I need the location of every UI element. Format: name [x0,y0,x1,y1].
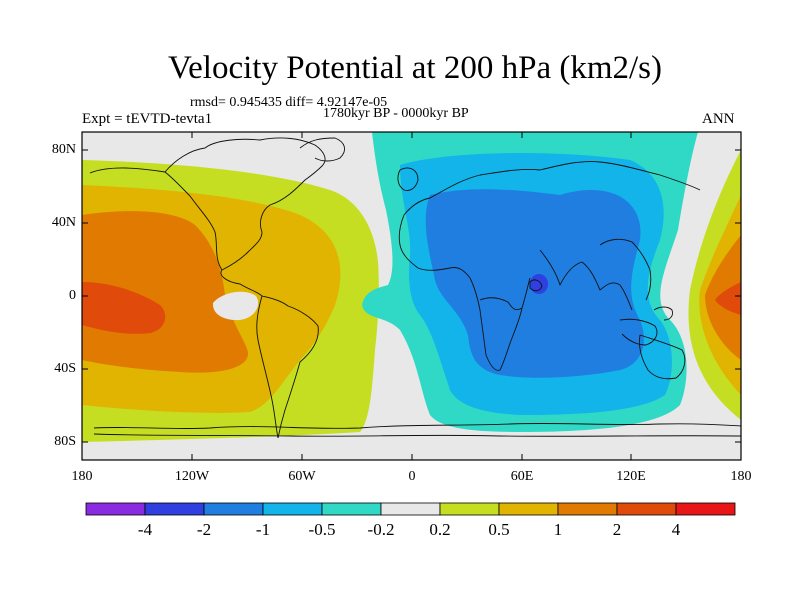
lat-label-40n: 40N [51,215,76,230]
colorbar-swatch [144,502,205,516]
lat-label-eq: 0 [69,288,76,303]
season-label: ANN [702,111,735,127]
colorbar-label: 4 [671,520,681,539]
contour-2-east [715,282,741,315]
lon-label-120e: 120E [616,469,646,484]
lon-label-0: 0 [408,469,416,484]
lat-label-80s: 80S [54,434,76,449]
colorbar-swatch [616,502,677,516]
colorbar-label: -0.2 [367,520,395,539]
colorbar-swatch [321,502,382,516]
plot-title: Velocity Potential at 200 hPa (km2/s) [167,50,663,86]
colorbar-swatch [380,502,441,516]
colorbar-label: 0.5 [488,520,510,539]
colorbar [85,502,736,516]
lon-label-60e: 60E [510,469,534,484]
lon-label-180w: 180 [71,469,93,484]
lon-label-120w: 120W [174,469,210,484]
colorbar-label: 0.2 [429,520,451,539]
island-low [212,291,259,321]
colorbar-label: -1 [255,520,271,539]
lat-label-80n: 80N [51,142,76,157]
lat-label-40s: 40S [54,361,76,376]
colorbar-swatch [203,502,264,516]
period-line: 1780kyr BP - 0000kyr BP [323,106,469,121]
colorbar-label: -4 [137,520,153,539]
colorbar-swatch [498,502,559,516]
colorbar-label: -0.5 [308,520,336,539]
stats-line: rmsd= 0.945435 diff= 4.92147e-05 [190,95,388,110]
coastlines [89,137,741,439]
experiment-label: Expt = tEVTD-tevta1 [82,111,213,127]
colorbar-label: -2 [196,520,212,539]
colorbar-swatch [85,502,146,516]
colorbar-swatch [675,502,736,516]
lon-label-60w: 60W [288,469,316,484]
axis-ticks [81,132,742,460]
contour-field [82,132,741,460]
colorbar-swatch [439,502,500,516]
contour-2 [82,282,166,334]
lon-label-180e: 180 [730,469,752,484]
colorbar-swatch [262,502,323,516]
colorbar-label: 1 [553,520,563,539]
contour-neg-2 [530,274,548,294]
colorbar-swatch [557,502,618,516]
colorbar-label: 2 [612,520,622,539]
